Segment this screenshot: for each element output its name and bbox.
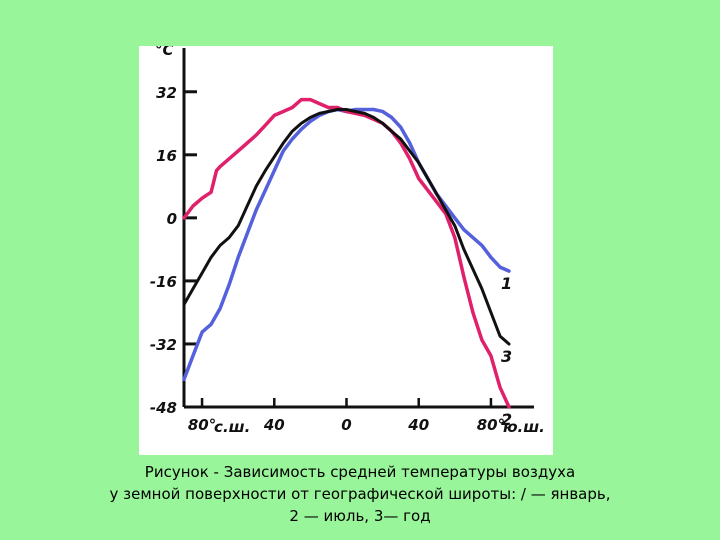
y-tick-label: 32: [156, 84, 177, 102]
x-tick-label: 40: [263, 416, 285, 434]
series-line-1: [182, 107, 511, 382]
series-end-label-3: 3: [501, 347, 512, 366]
y-tick-label: 16: [156, 147, 177, 165]
series-end-label-2: 2: [501, 410, 512, 429]
x-tick-label: 0: [341, 416, 351, 434]
y-tick-label: 0: [167, 210, 177, 228]
x-tick-label: 40: [407, 416, 429, 434]
caption-line-2: у земной поверхности от географической ш…: [109, 485, 611, 503]
x-tick-label: 80°: [188, 416, 216, 434]
series-line-2: [182, 97, 511, 409]
x-tick-label: 80°: [477, 416, 505, 434]
y-tick-label: -32: [150, 336, 177, 354]
y-tick-label: -16: [150, 273, 177, 291]
caption-line-1: Рисунок - Зависимость средней температур…: [144, 463, 576, 481]
caption-line-3: 2 — июль, 3— год: [289, 507, 431, 525]
series-end-label-1: 1: [501, 274, 512, 293]
x-hemisphere-label: ю.ш.: [503, 418, 545, 436]
series-line-3: [182, 108, 511, 346]
y-axis-unit-label: °C: [155, 46, 174, 59]
figure-caption: Рисунок - Зависимость средней температур…: [60, 461, 660, 527]
x-hemisphere-label: с.ш.: [214, 418, 250, 436]
chart-figure: 32 16 0 -16 -32 -48 80° 40 0 40 80° с.ш. ю.ш. 1 2 3 °C: [139, 46, 553, 455]
y-tick-label: -48: [150, 399, 177, 417]
